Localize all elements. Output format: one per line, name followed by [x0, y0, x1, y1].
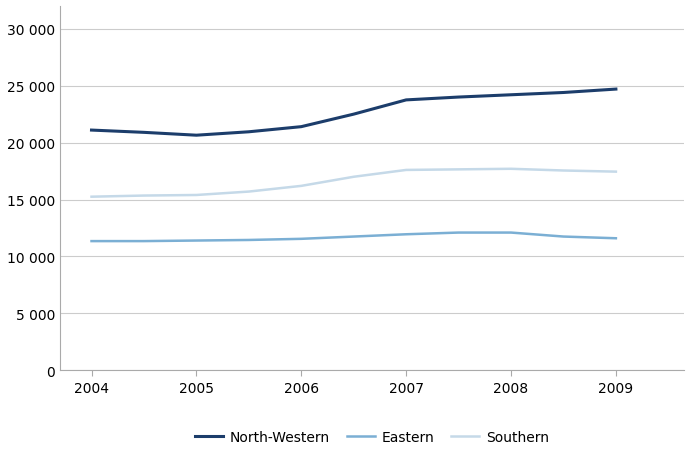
Eastern: [507, 230, 515, 236]
Eastern: [297, 237, 305, 242]
Eastern: [192, 238, 200, 244]
North-Western: [87, 128, 95, 133]
Line: Southern: Southern: [91, 169, 616, 197]
North-Western: [612, 87, 620, 93]
Southern: [350, 175, 358, 180]
Southern: [402, 168, 410, 173]
Eastern: [559, 234, 567, 240]
Southern: [612, 170, 620, 175]
Southern: [140, 193, 148, 199]
North-Western: [192, 133, 200, 139]
Southern: [297, 184, 305, 189]
Southern: [559, 168, 567, 174]
Line: Eastern: Eastern: [91, 233, 616, 242]
Eastern: [245, 238, 253, 243]
Southern: [507, 167, 515, 172]
Eastern: [140, 239, 148, 244]
North-Western: [297, 125, 305, 130]
Eastern: [612, 236, 620, 242]
Eastern: [350, 234, 358, 240]
Eastern: [87, 239, 95, 244]
North-Western: [140, 130, 148, 136]
Legend: North-Western, Eastern, Southern: North-Western, Eastern, Southern: [190, 425, 554, 450]
Southern: [245, 189, 253, 195]
North-Western: [507, 93, 515, 98]
Eastern: [455, 230, 463, 236]
Southern: [192, 193, 200, 198]
North-Western: [559, 91, 567, 96]
North-Western: [350, 112, 358, 117]
Line: North-Western: North-Western: [91, 90, 616, 136]
North-Western: [245, 130, 253, 135]
Southern: [87, 195, 95, 200]
Southern: [455, 167, 463, 173]
North-Western: [455, 95, 463, 101]
North-Western: [402, 98, 410, 103]
Eastern: [402, 232, 410, 238]
